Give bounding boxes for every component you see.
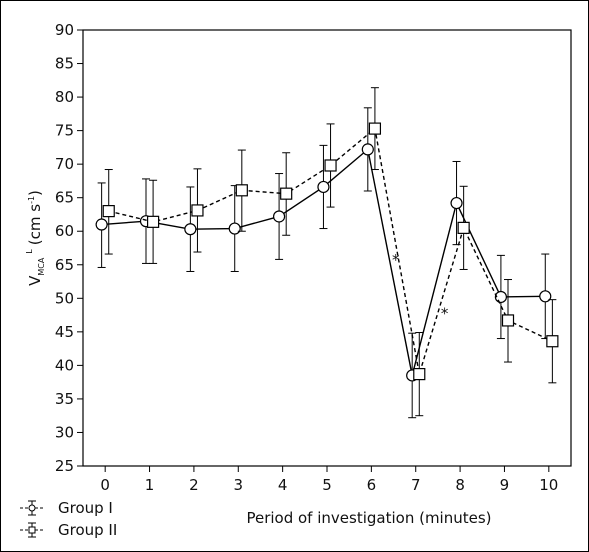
data-point: [324, 159, 337, 172]
data-point: [546, 335, 559, 348]
legend-group2-symbol: [20, 522, 44, 538]
data-point: [235, 184, 248, 197]
y-tick-label: 75: [55, 122, 74, 140]
legend-group2-label: Group II: [58, 521, 117, 539]
y-tick-label: 85: [55, 55, 74, 73]
x-axis-label: Period of investigation (minutes): [246, 509, 491, 527]
y-tick-label: 60: [55, 222, 74, 240]
y-tick-label: 40: [55, 356, 74, 374]
data-point: [146, 215, 160, 228]
data-point: [191, 204, 204, 217]
legend-group1-symbol: [20, 500, 44, 516]
series-1: [95, 107, 552, 419]
x-tick-label: 3: [233, 476, 243, 494]
y-label-sub: MCA: [37, 257, 46, 275]
significance-marker: *: [392, 251, 400, 269]
data-point: [450, 196, 463, 210]
x-tick-label: 4: [278, 476, 288, 494]
series-layer: [95, 87, 559, 419]
y-tick-label: 65: [55, 256, 74, 274]
x-tick-label: 0: [100, 476, 110, 494]
data-point: [184, 223, 197, 236]
y-label-main: V: [26, 275, 44, 286]
x-axis-ticks: 0 1 2 3 4 5 6 7 8 9 10: [100, 466, 558, 494]
data-point: [368, 122, 382, 135]
y-label-unit-end: ): [26, 190, 44, 196]
data-point: [95, 218, 108, 231]
data-point: [317, 180, 330, 194]
data-point: [457, 221, 470, 234]
data-point: [228, 222, 241, 235]
x-tick-label: 5: [322, 476, 332, 494]
data-point: [361, 143, 374, 156]
y-tick-label: 50: [55, 289, 74, 307]
series-2: [102, 87, 559, 417]
plot-area: [82, 29, 572, 467]
data-point: [501, 314, 515, 327]
y-tick-label: 80: [55, 88, 74, 106]
data-point: [413, 368, 426, 381]
y-tick-label: 90: [55, 21, 74, 39]
data-point: [102, 205, 115, 218]
y-label-sup: L: [25, 249, 34, 254]
x-tick-label: 2: [189, 476, 199, 494]
x-tick-label: 1: [145, 476, 155, 494]
data-point: [280, 187, 293, 200]
data-point: [272, 210, 286, 223]
data-point: [539, 290, 552, 303]
data-point: [494, 290, 508, 304]
x-tick-label: 10: [539, 476, 558, 494]
series-line: [108, 127, 553, 375]
y-axis-label: VMCAL (cm s-1): [25, 190, 46, 286]
annotations: **: [392, 251, 449, 323]
y-tick-label: 65: [55, 189, 74, 207]
legend-group1-label: Group I: [58, 499, 113, 517]
y-tick-label: 30: [55, 423, 74, 441]
legend: Group I Group II: [20, 499, 117, 539]
x-tick-label: 9: [500, 476, 510, 494]
x-tick-label: 7: [411, 476, 421, 494]
y-tick-label: 45: [55, 323, 74, 341]
x-tick-label: 8: [455, 476, 465, 494]
y-tick-label: 70: [55, 155, 74, 173]
y-tick-label: 25: [55, 457, 74, 475]
svg-text:VMCAL(cm s-1): VMCAL (cm s-1): [25, 190, 46, 286]
y-label-unit: (cm s: [26, 204, 44, 245]
y-label-unit-sup: -1: [27, 196, 36, 204]
y-axis-ticks: 25 30 35 40 45 50 65 60 65 70 75 80 85 90: [55, 21, 83, 475]
significance-marker: *: [441, 304, 449, 322]
x-tick-label: 6: [367, 476, 377, 494]
y-tick-label: 35: [55, 390, 74, 408]
